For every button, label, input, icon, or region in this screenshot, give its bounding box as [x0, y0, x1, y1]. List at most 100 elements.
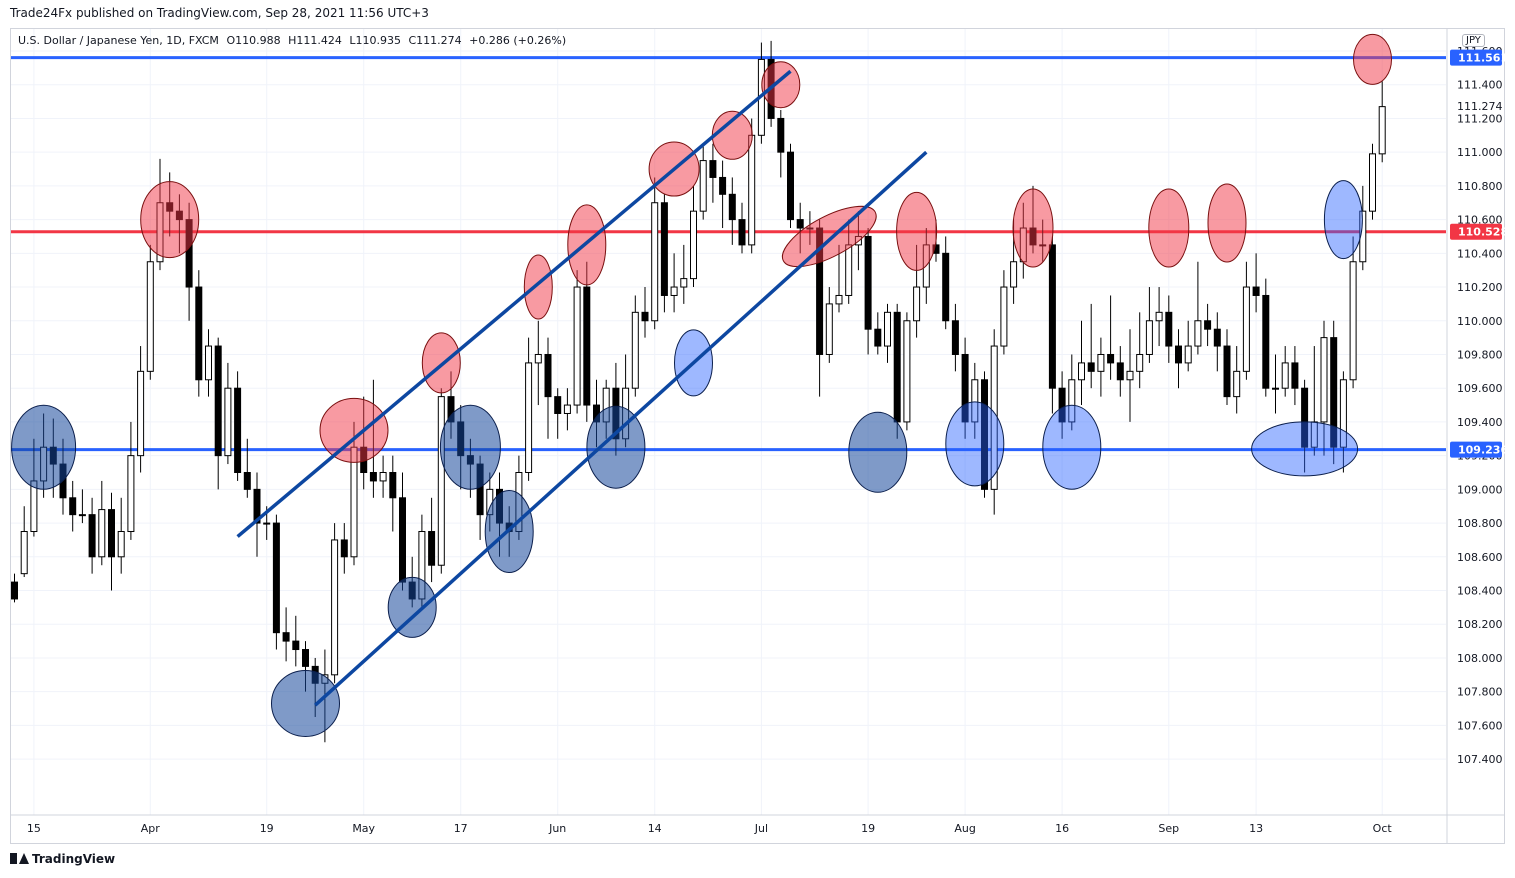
resistance-top-label: 111.561 [1458, 52, 1508, 65]
candle [641, 287, 649, 338]
support-highlight [848, 411, 908, 493]
candle [399, 472, 406, 591]
candle-body-up [680, 278, 688, 288]
price-tick-label: 110.600 [1457, 214, 1503, 227]
candle-body-down [1330, 337, 1338, 448]
candle-body-down [1048, 244, 1056, 389]
candle [98, 480, 106, 566]
support-highlight [1323, 180, 1363, 260]
resistance-highlight [319, 397, 389, 463]
candle-body-down [864, 235, 872, 330]
candle-body-down [292, 640, 300, 651]
candle [234, 371, 242, 481]
candle [243, 438, 251, 498]
candle [709, 143, 717, 203]
candle-body-down [272, 522, 280, 634]
price-tick-label: 109.000 [1457, 483, 1503, 496]
candle [874, 312, 882, 355]
candle [554, 388, 562, 439]
candle-body-up [670, 286, 678, 296]
candle-body-up [127, 455, 135, 533]
candle [573, 270, 581, 414]
candle-body-up [1126, 370, 1134, 381]
candle-body-down [1175, 345, 1182, 364]
candle [20, 506, 28, 578]
candle-body-up [1145, 320, 1153, 355]
candle [777, 110, 785, 178]
candle-body-up [825, 303, 833, 355]
candle-body-down [108, 509, 115, 558]
price-tick-label: 108.200 [1457, 618, 1503, 631]
support-highlight [586, 405, 646, 489]
candle-body-up [835, 294, 843, 305]
candle [864, 228, 872, 355]
candle-body-down [583, 286, 591, 406]
candle-body-down [234, 387, 242, 474]
candle [1097, 337, 1105, 397]
candle-body-up [563, 404, 571, 414]
time-tick-label: May [352, 822, 375, 835]
candle [389, 455, 397, 532]
candle [1330, 320, 1338, 465]
publisher-header: Trade24Fx published on TradingView.com, … [10, 6, 429, 20]
candle-body-up [913, 286, 921, 322]
candle [903, 312, 911, 431]
candle-body-up [350, 446, 358, 558]
trendline [236, 69, 792, 538]
candle [544, 337, 552, 439]
chart-frame [10, 28, 1505, 844]
mid-level-badge [1450, 223, 1502, 240]
candle-body-down [69, 497, 77, 516]
price-tick-label: 107.600 [1457, 719, 1503, 732]
time-tick-label: Jul [754, 822, 768, 835]
candle [971, 362, 979, 439]
candle [1242, 261, 1250, 380]
high-value: H111.424 [288, 34, 342, 47]
candle [1116, 346, 1124, 397]
tradingview-brand[interactable]: TradingView [10, 852, 115, 866]
candle [437, 388, 445, 574]
resistance-highlight [896, 191, 938, 271]
price-tick-label: 108.400 [1457, 585, 1503, 598]
candle-body-up [1320, 337, 1328, 423]
candle [1078, 320, 1085, 406]
candle-body-down [554, 396, 562, 414]
candle-body-down [738, 219, 746, 246]
resistance-highlight [761, 61, 801, 109]
candle [942, 236, 950, 330]
candle-body-down [1213, 328, 1221, 347]
candle-body-down [1223, 345, 1231, 398]
candle [1126, 329, 1134, 422]
time-tick-label: 16 [1055, 822, 1069, 835]
candle [253, 472, 261, 557]
currency-badge[interactable]: JPY [1462, 34, 1485, 47]
candle [1107, 295, 1115, 380]
support-highlight [945, 401, 1005, 487]
candle-body-up [1194, 320, 1202, 347]
candle-body-up [690, 210, 697, 280]
candle [981, 371, 988, 498]
candle-body-down [282, 632, 290, 642]
time-tick-label: 13 [1249, 822, 1263, 835]
time-tick-label: 17 [454, 822, 468, 835]
candle [428, 497, 436, 583]
candle-body-up [1155, 311, 1163, 322]
candle [1281, 346, 1289, 397]
candle-body-up [1010, 261, 1018, 288]
candle [1272, 354, 1279, 414]
candle [835, 244, 843, 313]
time-tick-label: 14 [648, 822, 662, 835]
price-tick-label: 108.800 [1457, 517, 1503, 530]
trendlines [236, 69, 928, 707]
resistance-highlight [1207, 183, 1247, 263]
candle [583, 261, 591, 422]
candle [1145, 287, 1153, 363]
candle-body-up [1233, 370, 1241, 398]
candle [1136, 312, 1144, 389]
current-price-label: 111.274 [1457, 100, 1503, 113]
candle [1339, 371, 1347, 473]
candle-body-down [389, 472, 397, 499]
candle-body-up [98, 509, 106, 558]
candle-body-down [709, 160, 717, 178]
